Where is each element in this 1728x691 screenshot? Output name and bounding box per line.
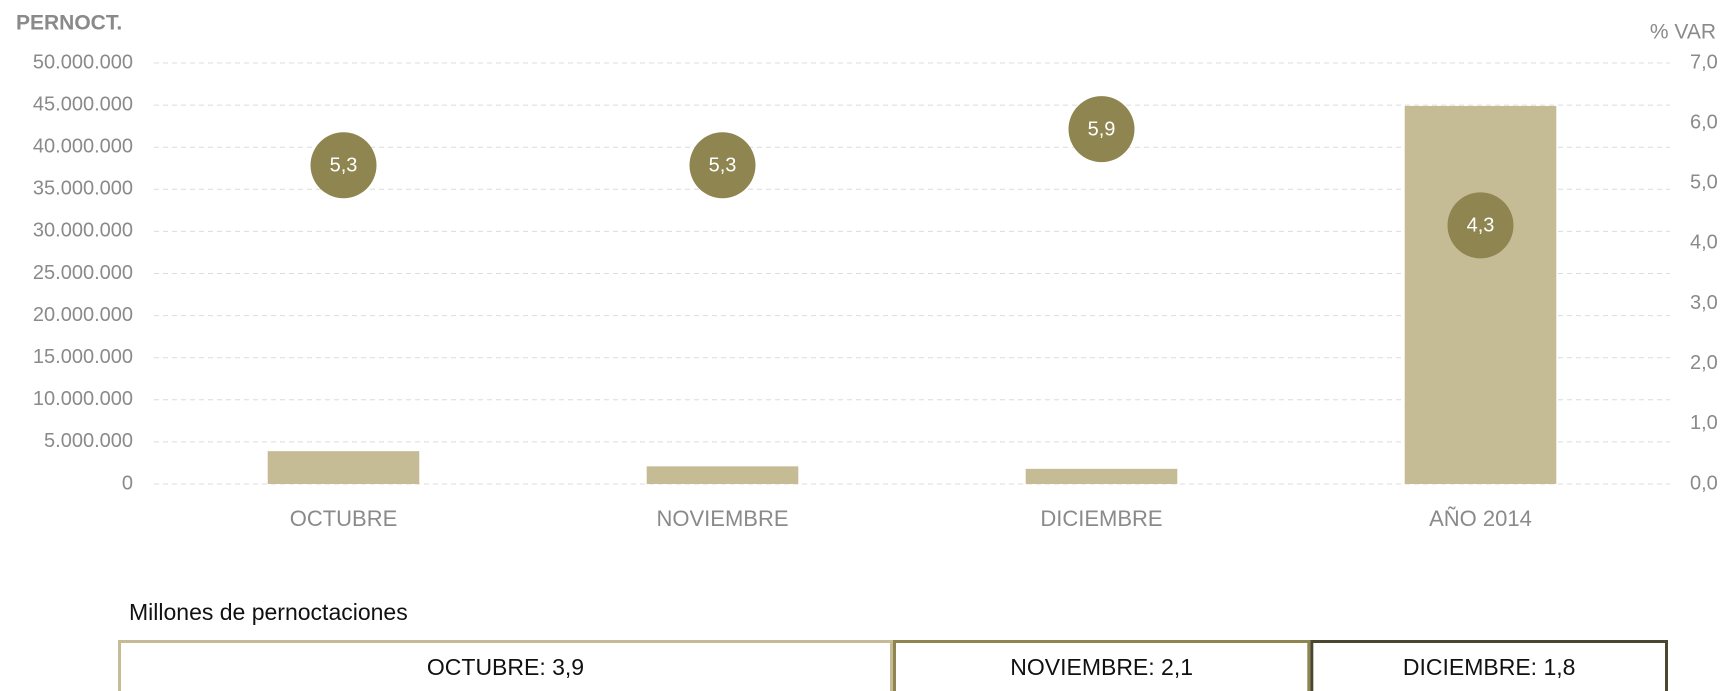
y2-tick-label: 7,0 — [1690, 51, 1718, 73]
strip-title: Millones de pernoctaciones — [129, 599, 408, 625]
y2-tick-label: 2,0 — [1690, 352, 1718, 374]
x-tick-label: NOVIEMBRE — [656, 506, 788, 531]
y-tick-label: 30.000.000 — [33, 220, 133, 242]
y-axis-label: PERNOCT. — [16, 12, 122, 35]
bubble — [689, 132, 756, 199]
data-label: 5,9 — [1088, 118, 1116, 140]
y2-tick-label: 5,0 — [1690, 172, 1718, 194]
data-label: 4,3 — [1467, 215, 1495, 237]
y-tick-label: 45.000.000 — [33, 93, 133, 115]
y-tick-label: 50.000.000 — [33, 51, 133, 73]
bar — [646, 466, 799, 484]
y2-tick-label: 6,0 — [1690, 111, 1718, 133]
bar — [1404, 105, 1557, 484]
x-tick-label: OCTUBRE — [290, 506, 398, 531]
y2-tick-label: 3,0 — [1690, 292, 1718, 314]
strip-label: DICIEMBRE: 1,8 — [1403, 654, 1576, 680]
y2-axis-label: % VAR — [1650, 21, 1716, 44]
x-tick-label: DICIEMBRE — [1040, 506, 1162, 531]
y-tick-label: 10.000.000 — [33, 388, 133, 410]
x-tick-label: AÑO 2014 — [1429, 506, 1532, 531]
strip-segment — [893, 640, 1311, 691]
y2-tick-label: 4,0 — [1690, 232, 1718, 254]
bubble — [310, 132, 377, 199]
bubble — [1068, 96, 1135, 163]
y-tick-label: 35.000.000 — [33, 178, 133, 200]
y2-tick-label: 0,0 — [1690, 472, 1718, 494]
bubble — [1447, 192, 1514, 259]
data-label: 5,3 — [330, 155, 358, 177]
y-tick-label: 20.000.000 — [33, 304, 133, 326]
bar — [1025, 468, 1178, 484]
y-tick-label: 40.000.000 — [33, 135, 133, 157]
strip-segment — [1310, 640, 1669, 691]
strip-label: OCTUBRE: 3,9 — [427, 654, 584, 680]
strip-segment — [118, 640, 893, 691]
y-tick-label: 15.000.000 — [33, 346, 133, 368]
y-tick-label: 25.000.000 — [33, 262, 133, 284]
data-label: 5,3 — [709, 155, 737, 177]
y-tick-label: 0 — [122, 472, 133, 494]
bar — [267, 451, 420, 484]
y-tick-label: 5.000.000 — [44, 430, 133, 452]
y2-tick-label: 1,0 — [1690, 412, 1718, 434]
strip-label: NOVIEMBRE: 2,1 — [1010, 654, 1193, 680]
